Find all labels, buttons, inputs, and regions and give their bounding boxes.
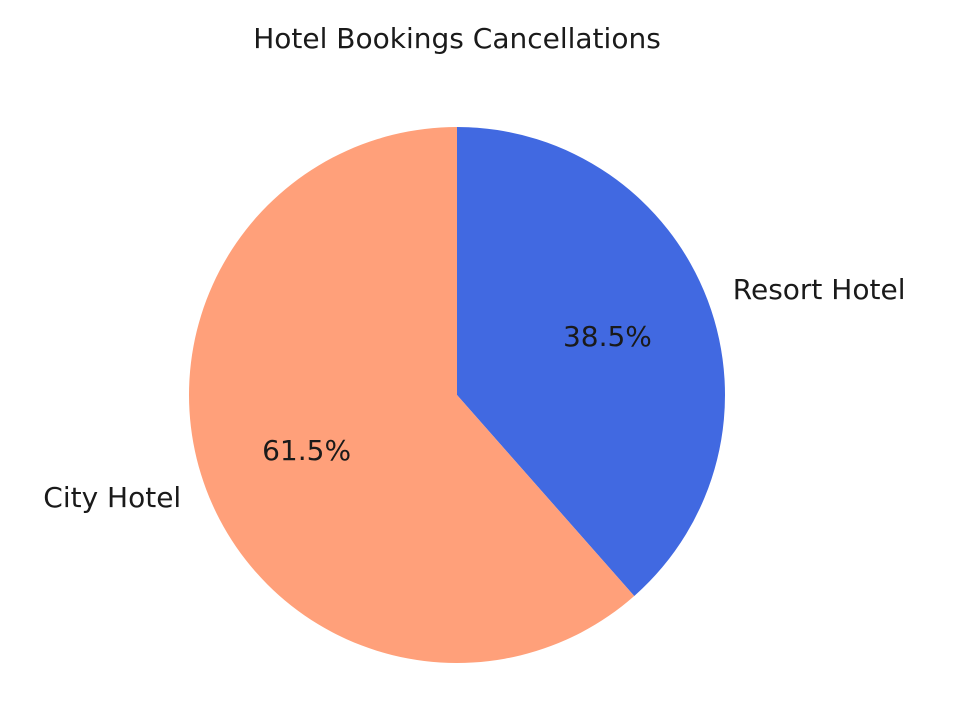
pct-label-resort-hotel: 38.5% [563, 320, 652, 353]
pie-slice-resort-hotel [457, 127, 725, 597]
chart-title: Hotel Bookings Cancellations [253, 22, 661, 55]
labels-layer: Resort Hotel 38.5% City Hotel 61.5% [43, 273, 905, 514]
slices-layer [188, 127, 725, 663]
pct-label-city-hotel: 61.5% [262, 434, 351, 467]
slice-label-resort-hotel: Resort Hotel [733, 273, 906, 306]
pie-slice-city-hotel [188, 127, 635, 663]
slice-label-city-hotel: City Hotel [43, 481, 181, 514]
